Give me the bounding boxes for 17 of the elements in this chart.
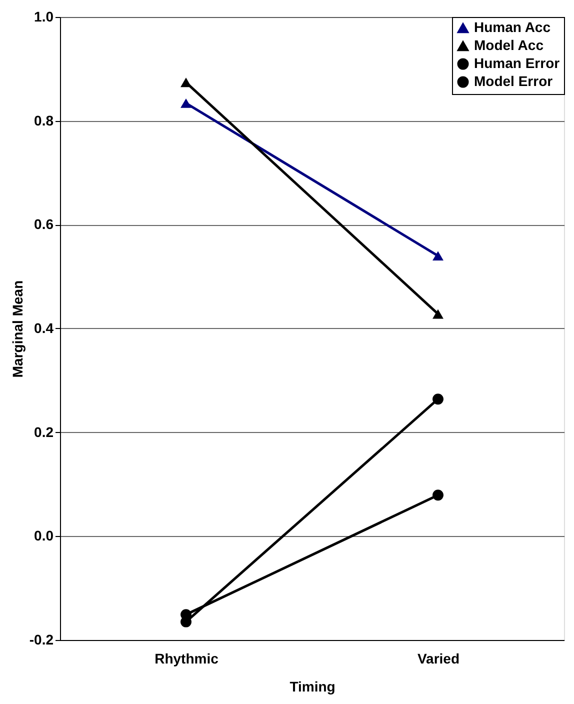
y-tick-label: 0.6 xyxy=(34,216,54,232)
y-axis-title: Marginal Mean xyxy=(9,280,26,378)
point xyxy=(432,490,444,501)
y-tick-label: 0.2 xyxy=(34,424,54,440)
x-axis-title: Timing xyxy=(290,678,336,694)
y-tick-label: 0.4 xyxy=(34,320,54,336)
legend-label: Human Error xyxy=(474,55,560,71)
legend-label: Human Acc xyxy=(474,19,551,35)
y-tick-label: -0.2 xyxy=(29,632,54,648)
point xyxy=(432,394,444,405)
y-tick-label: 1.0 xyxy=(34,8,54,24)
y-tick-label: 0.8 xyxy=(34,112,54,128)
x-tick-label: Rhythmic xyxy=(154,650,219,666)
x-tick-label: Varied xyxy=(417,650,460,666)
y-tick-label: 0.0 xyxy=(34,528,54,544)
legend-label: Model Error xyxy=(474,73,554,89)
legend-label: Model Acc xyxy=(474,37,544,53)
